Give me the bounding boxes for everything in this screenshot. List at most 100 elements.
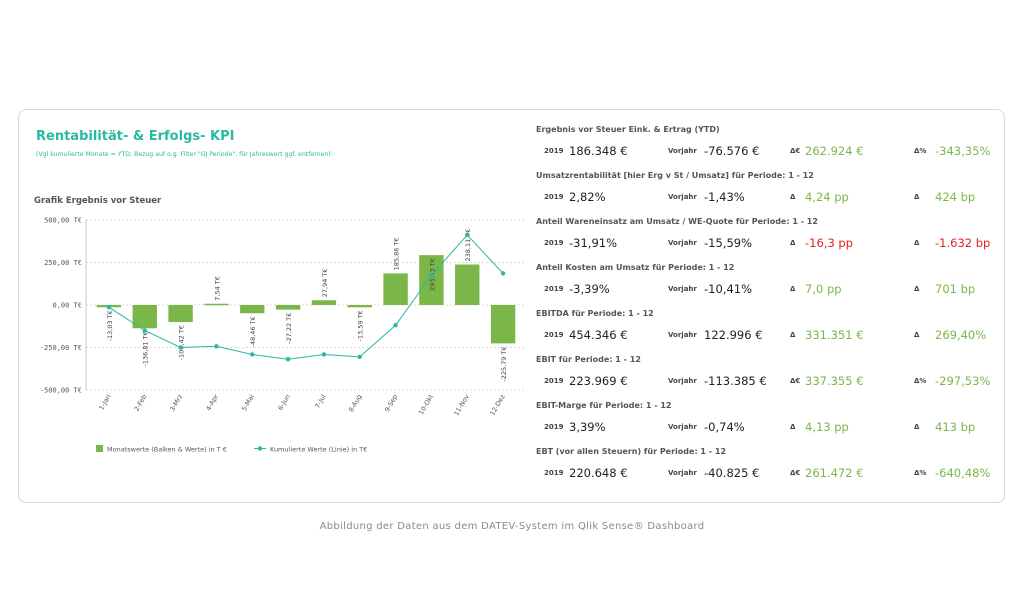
kpi-year: 2019: [544, 377, 564, 385]
bar[interactable]: [168, 305, 193, 323]
line-point[interactable]: [106, 305, 112, 310]
line-point[interactable]: [465, 232, 470, 238]
kpi-vorjahr-value: -1,43%: [704, 190, 745, 204]
bar-value-label: -27,22 T€: [285, 313, 293, 344]
kpi-row: 2019 -3,39% Vorjahr -10,41% Δ 7,0 pp Δ 701 bp: [536, 281, 1006, 297]
line-point[interactable]: [285, 357, 291, 362]
kpi-vorjahr-label: Vorjahr: [668, 377, 697, 385]
kpi-delta-label: Δ: [790, 285, 796, 293]
bar[interactable]: [419, 255, 444, 305]
kpi-vorjahr-value: -113.385 €: [704, 374, 767, 388]
kpi-vorjahr-value: -40.825 €: [704, 466, 760, 480]
x-tick-label: 5-Mai: [240, 393, 256, 413]
kpi-title: EBT (vor allen Steuern) für Periode: 1 -…: [536, 447, 727, 456]
bar[interactable]: [455, 264, 480, 305]
line-point[interactable]: [357, 354, 362, 360]
kpi-year: 2019: [544, 193, 564, 201]
kpi-year: 2019: [544, 239, 564, 247]
bar[interactable]: [204, 303, 229, 306]
kpi-delta-label: Δ: [790, 193, 796, 201]
y-tick-label: 0,00 T€: [52, 302, 82, 310]
line-point[interactable]: [500, 271, 506, 276]
y-tick-label: 500,00 T€: [44, 217, 82, 225]
x-tick-label: 3-Mrz: [168, 393, 184, 413]
line-point[interactable]: [321, 352, 327, 357]
y-tick-label: -250,00 T€: [40, 344, 82, 352]
bar[interactable]: [490, 305, 516, 344]
bar[interactable]: [311, 300, 337, 305]
kpi-title: Umsatzrentabilität [hier Erg v St / Umsa…: [536, 171, 814, 180]
line-point[interactable]: [214, 344, 219, 349]
kpi-vorjahr-label: Vorjahr: [668, 193, 697, 201]
kpi-title: EBIT-Marge für Periode: 1 - 12: [536, 401, 672, 410]
kpi-delta-label: Δ: [790, 423, 796, 431]
kpi-delta-value: 4,13 pp: [805, 420, 849, 434]
kpi-vorjahr-label: Vorjahr: [668, 285, 697, 293]
x-tick-label: 12-Dez: [488, 393, 507, 417]
kpi-delta-value: -16,3 pp: [805, 236, 854, 250]
line-point[interactable]: [250, 352, 255, 357]
kpi-vorjahr-label: Vorjahr: [668, 147, 697, 155]
kpi-vorjahr-label: Vorjahr: [668, 331, 697, 339]
figure-caption: Abbildung der Daten aus dem DATEV-System…: [319, 521, 705, 532]
bar-value-label: -13,59 T€: [357, 310, 365, 341]
kpi-vorjahr-value: -10,41%: [704, 282, 752, 296]
kpi-delta-value: 331.351 €: [805, 328, 864, 342]
bar[interactable]: [383, 273, 408, 305]
kpi-delta2-value: 269,40%: [935, 328, 987, 342]
x-tick-label: 6-Jun: [276, 393, 291, 412]
cumulative-line: [108, 234, 504, 360]
x-tick-label: 7-Jul: [313, 393, 327, 410]
kpi-row: 2019 454.346 € Vorjahr 122.996 € Δ 331.351 € Δ…: [536, 327, 1006, 343]
kpi-vorjahr-value: -76.576 €: [704, 144, 760, 158]
kpi-delta2-value: -297,53%: [935, 374, 991, 388]
kpi-row: 2019 220.648 € Vorjahr -40.825 € Δ€ 261.472 €…: [536, 465, 1006, 481]
kpi-delta-value: 337.355 €: [805, 374, 864, 388]
kpi-delta2-label: Δ%: [914, 469, 927, 477]
kpi-year: 2019: [544, 285, 564, 293]
kpi-delta2-label: Δ%: [914, 147, 927, 155]
kpi-vorjahr-label: Vorjahr: [668, 469, 697, 477]
bar-value-label: -48,46 T€: [249, 316, 257, 347]
kpi-row: 2019 -31,91% Vorjahr -15,59% Δ -16,3 pp Δ -1.63…: [536, 235, 1006, 251]
page-title: Rentabilität- & Erfolgs- KPI: [36, 129, 235, 144]
bar[interactable]: [240, 305, 265, 314]
kpi-row: 2019 3,39% Vorjahr -0,74% Δ 4,13 pp Δ 413 bp: [536, 419, 1006, 435]
kpi-value: 3,39%: [569, 420, 606, 434]
kpi-delta2-label: Δ: [914, 193, 920, 201]
kpi-delta-value: 4,24 pp: [805, 190, 849, 204]
kpi-value: 186.348 €: [569, 144, 628, 158]
kpi-title: EBITDA für Periode: 1 - 12: [536, 309, 654, 318]
kpi-delta-label: Δ: [790, 239, 796, 247]
kpi-year: 2019: [544, 423, 564, 431]
line-point[interactable]: [142, 328, 147, 333]
line-point[interactable]: [393, 323, 398, 328]
legend-bar-swatch: [96, 445, 103, 452]
kpi-vorjahr-value: -15,59%: [704, 236, 752, 250]
kpi-delta2-value: -343,35%: [935, 144, 991, 158]
bar-value-label: -13,03 T€: [106, 310, 114, 341]
bar-value-label: 27,94 T€: [321, 268, 329, 297]
kpi-vorjahr-label: Vorjahr: [668, 239, 697, 247]
bar[interactable]: [347, 305, 372, 308]
bar-value-label: -136,81 T€: [142, 331, 150, 366]
kpi-title: Anteil Kosten am Umsatz für Periode: 1 -…: [536, 263, 735, 272]
kpi-year: 2019: [544, 147, 564, 155]
result-chart[interactable]: 500,00 T€ 250,00 T€ 0,00 T€ -250,00 T€ -500,…: [28, 208, 528, 468]
line-point[interactable]: [178, 345, 183, 350]
kpi-delta-label: Δ€: [790, 147, 801, 155]
bar[interactable]: [275, 305, 301, 310]
bar-value-label: -225,79 T€: [500, 346, 508, 381]
x-tick-label: 11-Nov: [452, 393, 471, 417]
kpi-delta2-label: Δ: [914, 423, 920, 431]
page-subtitle: (Vgl kumulierte Monate = YTD; Bezug auf …: [36, 151, 333, 158]
kpi-value: 2,82%: [569, 190, 606, 204]
x-tick-label: 4-Apr: [204, 393, 220, 413]
kpi-title: EBIT für Periode: 1 - 12: [536, 355, 641, 364]
x-tick-label: 9-Sep: [383, 393, 399, 413]
kpi-delta2-value: -640,48%: [935, 466, 991, 480]
bar[interactable]: [132, 305, 157, 329]
kpi-value: 223.969 €: [569, 374, 628, 388]
kpi-year: 2019: [544, 469, 564, 477]
line-point[interactable]: [429, 273, 434, 278]
